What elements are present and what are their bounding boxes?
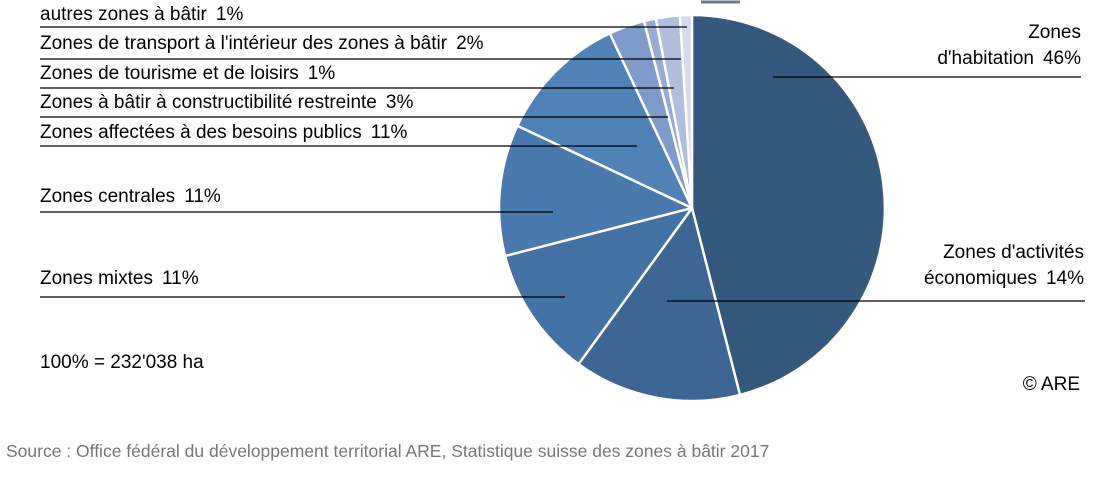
pie-slice-activites-economiques <box>577 206 742 403</box>
slice-percent: 46% <box>1042 48 1081 69</box>
pie-slice-habitation <box>690 13 887 397</box>
slice-label: Zones d'activités économiques <box>923 242 1084 289</box>
slice-percent: 3% <box>385 92 414 113</box>
pie-slice-mixtes <box>503 206 694 366</box>
callout-mixtes: Zones mixtes 11% <box>40 266 199 292</box>
callout-constructibilite: Zones à bâtir à constructibilité restrei… <box>40 90 413 116</box>
slice-percent: 1% <box>215 4 244 25</box>
callout-tourisme: Zones de tourisme et de loisirs 1% <box>40 61 335 87</box>
slice-label: autres zones à bâtir <box>40 4 207 25</box>
slice-percent: 1% <box>307 63 336 84</box>
slice-label: Zones de transport à l'intérieur des zon… <box>40 33 448 54</box>
slice-percent: 11% <box>184 186 221 207</box>
pie-slice-besoins-publics <box>516 32 694 210</box>
pie <box>497 13 887 403</box>
callout-besoins-publics: Zones affectées à des besoins publics 11% <box>40 120 407 146</box>
total-note: 100% = 232'038 ha <box>40 352 204 373</box>
pie-slice-autres <box>678 13 694 210</box>
slice-label: Zones de tourisme et de loisirs <box>40 63 299 84</box>
callout-economiques: Zones d'activités économiques 14% <box>909 240 1084 292</box>
callout-centrales: Zones centrales 11% <box>40 184 221 210</box>
pie-slice-centrales <box>497 124 694 258</box>
leader-lines <box>40 26 1085 302</box>
slice-label: Zones centrales <box>40 186 176 207</box>
slice-label: Zones d'habitation <box>937 22 1081 69</box>
callout-transport: Zones de transport à l'intérieur des zon… <box>40 31 484 57</box>
slice-label: Zones affectées à des besoins publics <box>40 122 362 143</box>
slice-percent: 11% <box>370 122 408 143</box>
slice-percent: 14% <box>1045 268 1084 289</box>
slice-percent: 2% <box>456 33 484 54</box>
source-caption: Source : Office fédéral du développement… <box>6 441 770 461</box>
callout-autres: autres zones à bâtir 1% <box>40 2 243 28</box>
slice-label: Zones à bâtir à constructibilité restrei… <box>40 92 377 113</box>
copyright-note: © ARE <box>1022 374 1080 395</box>
callout-habitation: Zones d'habitation 46% <box>931 20 1081 72</box>
slice-label: Zones mixtes <box>40 268 153 289</box>
slice-percent: 11% <box>161 268 199 289</box>
